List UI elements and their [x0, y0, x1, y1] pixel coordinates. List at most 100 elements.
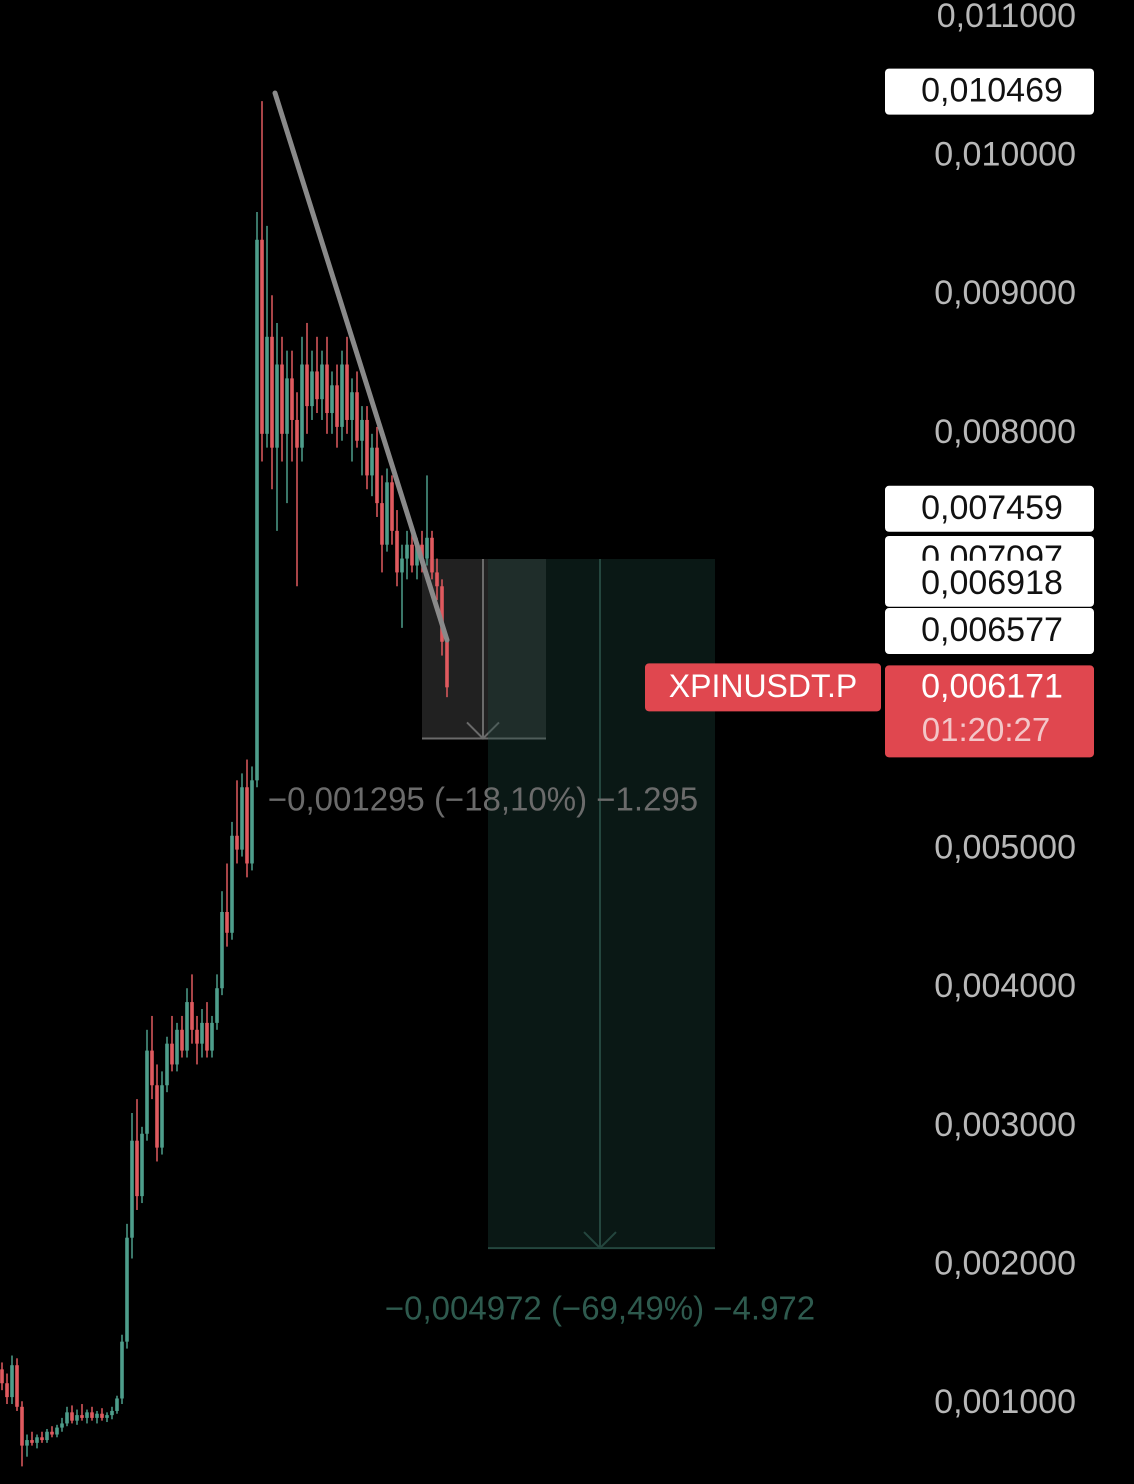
candle-body: [295, 419, 299, 448]
measure-box: [488, 558, 715, 1249]
candle-body: [425, 537, 429, 559]
candle-body: [115, 1398, 119, 1411]
candle-body: [365, 419, 369, 476]
candle-body: [165, 1043, 169, 1086]
price-tag-label: 0,007459: [921, 489, 1063, 527]
candle-body: [360, 419, 364, 441]
candle-body: [445, 641, 449, 688]
candle-body: [40, 1437, 44, 1441]
candle-body: [180, 1029, 184, 1051]
candle-body: [330, 385, 334, 414]
candle-body: [265, 336, 269, 434]
candle-body: [440, 586, 444, 642]
candle-body: [285, 378, 289, 434]
y-tick-label: 0,010000: [934, 136, 1076, 174]
candle-body: [350, 392, 354, 420]
symbol-label: XPINUSDT.P: [669, 668, 857, 704]
candle-body: [245, 787, 249, 864]
candle-body: [200, 1022, 204, 1044]
measure-label: −0,001295 (−18,10%) −1.295: [268, 781, 698, 818]
price-tag: [885, 485, 1094, 532]
candle-body: [400, 558, 404, 573]
candle-body: [275, 364, 279, 448]
candle-body: [85, 1412, 89, 1418]
measure-arrow-head: [466, 721, 500, 740]
candle-body: [215, 988, 219, 1023]
candle-body: [300, 364, 304, 448]
candle-body: [210, 1022, 214, 1051]
candle-body: [25, 1440, 29, 1446]
candle-body: [230, 835, 234, 933]
candle-body: [395, 530, 399, 573]
candle-body: [240, 787, 244, 850]
candle-body: [70, 1412, 74, 1421]
candle-body: [125, 1237, 129, 1342]
candle-body: [410, 544, 414, 566]
candle-body: [375, 447, 379, 504]
candle-body: [45, 1431, 49, 1441]
candle-body: [435, 572, 439, 587]
candle-body: [30, 1440, 34, 1443]
candle-body: [250, 780, 254, 864]
y-tick-label: 0,008000: [934, 413, 1076, 451]
price-tag: [885, 608, 1094, 655]
candle-body: [370, 447, 374, 476]
candle-body: [130, 1140, 134, 1238]
candle-body: [255, 239, 259, 781]
candle-body: [325, 364, 329, 414]
price-tag: [885, 560, 1094, 607]
candle-body: [95, 1413, 99, 1418]
candle-body: [405, 544, 409, 559]
candle-body: [185, 1002, 189, 1051]
candle-body: [345, 364, 349, 420]
candle-body: [10, 1365, 14, 1398]
candle-body: [415, 544, 419, 566]
countdown: 01:20:27: [922, 711, 1050, 748]
candle-body: [110, 1410, 114, 1416]
candle-body: [280, 364, 284, 434]
candle-body: [150, 1050, 154, 1086]
candle-body: [340, 364, 344, 427]
candle-body: [270, 336, 274, 448]
y-tick-label: 0,003000: [934, 1106, 1076, 1144]
candle-body: [75, 1415, 79, 1421]
measure-arrow-head: [583, 1231, 617, 1250]
y-tick-label: 0,002000: [934, 1244, 1076, 1282]
candle-body: [380, 503, 384, 545]
symbol-tag: [645, 663, 881, 712]
candle-body: [145, 1050, 149, 1134]
candle-body: [420, 544, 424, 559]
candle-body: [310, 371, 314, 407]
candle-body: [100, 1413, 104, 1418]
price-tag: [885, 68, 1094, 115]
candle-body: [50, 1431, 54, 1435]
candle-body: [90, 1412, 94, 1418]
candle-body: [430, 537, 434, 573]
candle-body: [225, 911, 229, 933]
y-tick-label: 0,004000: [934, 967, 1076, 1005]
candle-body: [135, 1140, 139, 1197]
candle-body: [80, 1415, 84, 1418]
candle-body: [335, 385, 339, 427]
y-tick-label: 0,011000: [937, 0, 1076, 35]
y-tick-label: 0,005000: [934, 829, 1076, 867]
candle-body: [385, 482, 389, 545]
last-price-label: 0,006171: [921, 667, 1063, 705]
candle-body: [190, 1002, 194, 1030]
candle-body: [55, 1427, 59, 1435]
last-price-tag: [885, 665, 1094, 758]
candle-body: [5, 1383, 9, 1398]
candle-body: [35, 1437, 39, 1443]
y-tick-label: 0,009000: [934, 274, 1076, 312]
candle-body: [235, 835, 239, 850]
candle-body: [60, 1423, 64, 1428]
candle-body: [15, 1365, 19, 1407]
candle-body: [305, 364, 309, 407]
candle-body: [315, 371, 319, 400]
candle-body: [160, 1085, 164, 1148]
price-tag-label: 0,006918: [921, 564, 1063, 602]
candle-body: [355, 392, 359, 441]
candle-body: [290, 378, 294, 420]
